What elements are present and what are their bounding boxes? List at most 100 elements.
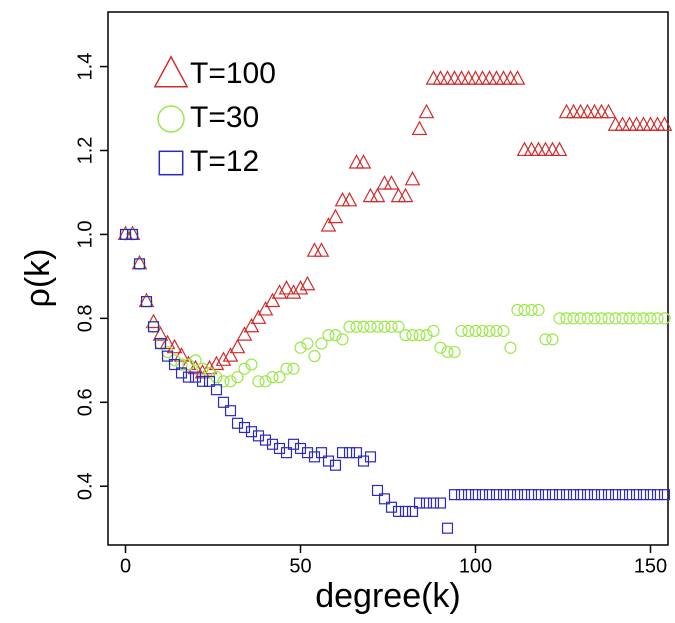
point [525,489,538,501]
point [553,312,566,325]
point [462,489,475,501]
point [588,489,601,501]
point [231,417,244,429]
point [532,489,545,501]
point [357,320,370,333]
point [516,141,533,157]
point [448,489,461,501]
point [371,320,384,333]
point [434,497,447,509]
point [609,489,622,501]
point [217,396,230,408]
point [266,438,279,450]
point [530,141,547,157]
point [271,284,288,299]
point [441,345,454,359]
point [203,366,216,380]
point [574,312,587,325]
point [511,489,524,501]
point [495,70,512,85]
point [502,70,519,85]
point [504,341,517,354]
point [159,334,176,350]
point [350,320,363,333]
point [399,505,412,517]
point [250,309,267,324]
point [189,354,202,367]
point [252,375,265,388]
legend-label: T=30 [190,101,259,134]
point [182,371,195,383]
point [313,242,330,257]
point [168,358,181,371]
point [203,375,216,387]
point [308,451,321,463]
point [320,217,337,232]
point [308,350,321,363]
point [469,324,482,338]
point [264,292,281,308]
point [215,351,232,366]
point [490,489,503,501]
point [224,375,237,388]
point [432,70,449,85]
point [600,103,617,119]
point [378,320,391,333]
point [644,489,657,501]
point [593,103,610,119]
point [329,329,342,342]
point [273,442,286,455]
point [245,426,258,438]
point [565,103,582,119]
point [651,312,664,325]
point [385,320,398,333]
x-tick-label: 50 [289,555,311,577]
point [609,312,622,325]
legend-marker [153,55,189,88]
point [273,371,286,384]
point [469,489,482,501]
point [126,228,139,240]
point [175,367,188,379]
point [399,329,412,342]
point [637,489,650,501]
y-tick-label: 1.4 [74,53,96,81]
point [222,347,239,362]
point [441,522,454,534]
point [341,191,358,207]
point [343,320,356,333]
point [196,375,209,387]
point [236,326,253,341]
point [434,341,447,354]
point [147,320,160,333]
point [210,384,223,396]
point [369,187,386,203]
point [525,303,538,317]
legend-label: T=100 [190,57,276,90]
point [518,303,531,317]
point [551,141,568,157]
point [539,333,552,346]
point [474,70,491,85]
point [397,187,414,203]
point [390,187,407,203]
point [644,312,657,325]
point [539,489,552,501]
point [418,103,435,119]
point [483,324,496,338]
point [411,120,428,136]
point [476,324,489,338]
point [504,489,517,501]
point [509,70,526,85]
point [404,170,421,186]
point [306,242,323,257]
point [315,447,328,459]
point [497,489,510,501]
point [376,175,393,190]
point [553,489,566,501]
point [259,375,272,388]
legend-marker [158,150,184,176]
point [420,497,433,509]
point [595,489,608,501]
plot-frame [107,11,669,546]
